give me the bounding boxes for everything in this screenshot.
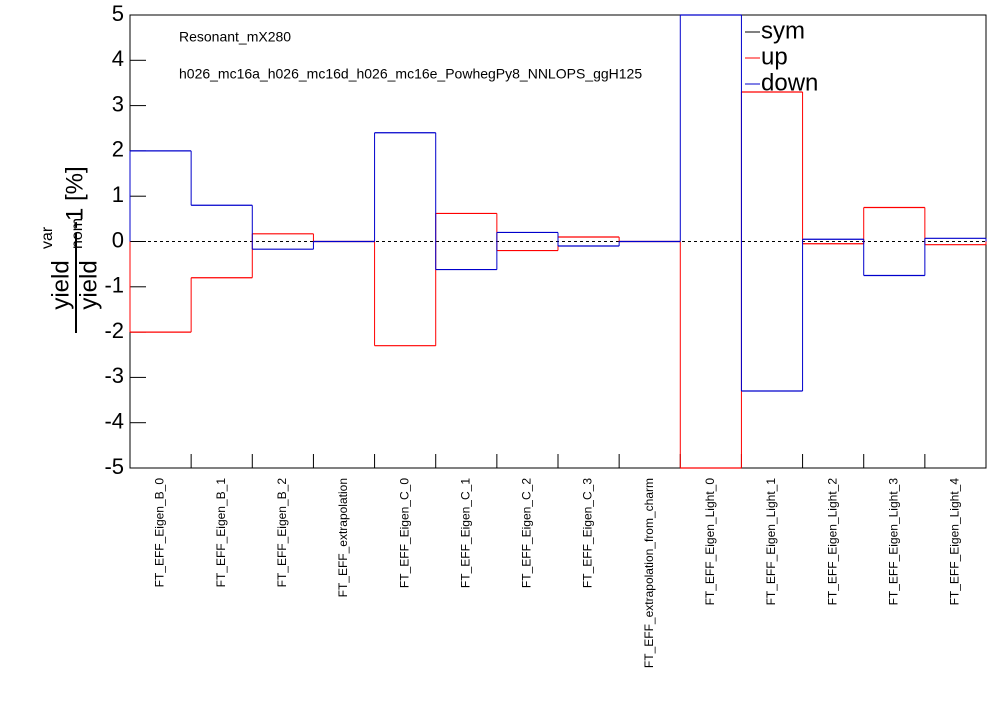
- y-label-den: yield: [75, 260, 102, 309]
- y-tick-label: 3: [112, 91, 124, 116]
- y-tick-label: -5: [104, 454, 124, 479]
- annotation: h026_mc16a_h026_mc16d_h026_mc16e_PowhegP…: [179, 66, 642, 82]
- y-tick-label: 5: [112, 1, 124, 26]
- y-tick-label: -2: [104, 318, 124, 343]
- y-label-suffix: -1 [%]: [61, 166, 88, 229]
- legend-label: down: [761, 69, 818, 96]
- legend-label: sym: [761, 17, 805, 44]
- y-tick-label: 1: [112, 182, 124, 207]
- y-tick-label: 2: [112, 137, 124, 162]
- y-label-sup: nom: [69, 218, 86, 249]
- y-tick-label: 0: [112, 227, 124, 252]
- x-tick-label: FT_EFF_Eigen_Light_2: [825, 478, 839, 606]
- y-label-sup: var: [39, 226, 56, 249]
- y-tick-label: -1: [104, 273, 124, 298]
- x-tick-label: FT_EFF_Eigen_Light_1: [764, 478, 778, 606]
- x-tick-label: FT_EFF_Eigen_C_3: [581, 478, 595, 588]
- y-axis-label: yield var yield nom -1 [%]: [39, 166, 102, 333]
- x-tick-label: FT_EFF_Eigen_B_0: [153, 478, 167, 588]
- x-tick-label: FT_EFF_Eigen_Light_3: [886, 478, 900, 606]
- legend-label: up: [761, 43, 788, 70]
- x-tick-label: FT_EFF_extrapolation_from_charm: [642, 478, 656, 668]
- x-tick-label: FT_EFF_Eigen_C_2: [520, 478, 534, 588]
- y-label-num: yield: [47, 260, 74, 309]
- y-tick-label: 4: [112, 46, 124, 71]
- x-tick-label: FT_EFF_extrapolation: [336, 478, 350, 597]
- x-tick-label: FT_EFF_Eigen_B_1: [214, 478, 228, 588]
- y-tick-label: -4: [104, 409, 124, 434]
- x-tick-label: FT_EFF_Eigen_C_0: [397, 478, 411, 588]
- x-tick-label: FT_EFF_Eigen_Light_0: [703, 478, 717, 606]
- x-tick-label: FT_EFF_Eigen_C_1: [458, 478, 472, 588]
- annotation: Resonant_mX280: [179, 29, 291, 45]
- x-tick-label: FT_EFF_Eigen_B_2: [275, 478, 289, 588]
- x-tick-label: FT_EFF_Eigen_Light_4: [948, 478, 962, 606]
- y-tick-label: -3: [104, 363, 124, 388]
